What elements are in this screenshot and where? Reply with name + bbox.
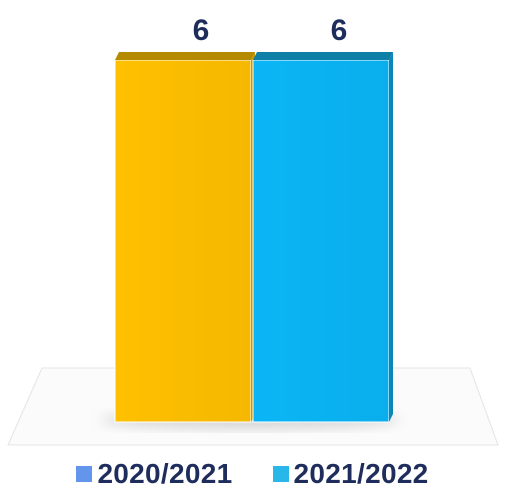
legend: 2020/2021 2021/2022 — [0, 454, 505, 494]
bar-top-2021-2022 — [253, 52, 393, 60]
bar-2020-2021 — [114, 59, 252, 423]
legend-label-2020-2021: 2020/2021 — [97, 458, 233, 489]
legend-swatch-2021-2022 — [272, 466, 289, 482]
data-label-2021-2022: 6 — [331, 14, 348, 47]
legend-swatch-2020-2021 — [76, 466, 93, 482]
legend-item-2020-2021[interactable]: 2020/2021 — [76, 458, 232, 490]
legend-item-2021-2022[interactable]: 2021/2022 — [272, 458, 429, 490]
bar-2021-2022 — [252, 59, 390, 423]
bar-top-2020-2021 — [115, 52, 255, 60]
bar-side-2021-2022 — [389, 52, 393, 422]
legend-label-2021-2022: 2021/2022 — [293, 458, 429, 489]
data-label-2020-2021: 6 — [193, 14, 210, 47]
